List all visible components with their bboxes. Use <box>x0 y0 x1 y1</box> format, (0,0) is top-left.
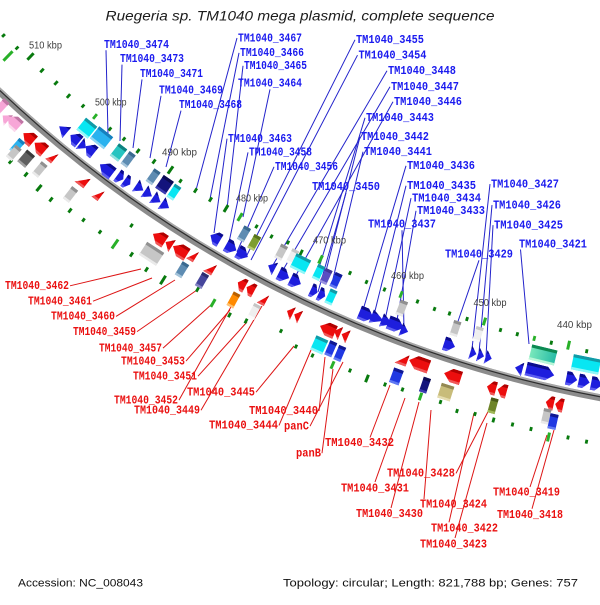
svg-text:TM1040_3431: TM1040_3431 <box>341 483 409 496</box>
svg-text:Topology: circular; Length: 82: Topology: circular; Length: 821,788 bp; … <box>283 578 578 590</box>
svg-text:TM1040_3430: TM1040_3430 <box>356 508 423 521</box>
svg-text:TM1040_3468: TM1040_3468 <box>179 99 242 112</box>
svg-text:Ruegeria sp. TM1040 mega plasm: Ruegeria sp. TM1040 mega plasmid, comple… <box>106 9 495 24</box>
svg-text:TM1040_3429: TM1040_3429 <box>445 248 513 261</box>
svg-text:TM1040_3456: TM1040_3456 <box>275 161 338 174</box>
svg-text:500 kbp: 500 kbp <box>95 98 127 109</box>
svg-text:TM1040_3457: TM1040_3457 <box>99 342 162 355</box>
svg-text:460 kbp: 460 kbp <box>391 271 425 282</box>
svg-text:TM1040_3434: TM1040_3434 <box>412 192 481 205</box>
svg-text:TM1040_3450: TM1040_3450 <box>312 181 380 194</box>
svg-text:TM1040_3418: TM1040_3418 <box>497 509 563 522</box>
svg-text:TM1040_3425: TM1040_3425 <box>494 219 563 232</box>
svg-text:440 kbp: 440 kbp <box>557 320 593 331</box>
svg-text:TM1040_3467: TM1040_3467 <box>238 32 302 45</box>
svg-text:TM1040_3443: TM1040_3443 <box>366 112 434 125</box>
svg-text:470 kbp: 470 kbp <box>313 236 347 247</box>
svg-text:510 kbp: 510 kbp <box>29 41 63 52</box>
svg-text:TM1040_3419: TM1040_3419 <box>493 487 560 500</box>
svg-text:TM1040_3444: TM1040_3444 <box>209 420 278 433</box>
svg-text:TM1040_3473: TM1040_3473 <box>120 53 184 66</box>
svg-text:TM1040_3454: TM1040_3454 <box>359 50 427 63</box>
svg-text:TM1040_3458: TM1040_3458 <box>249 147 312 160</box>
svg-text:TM1040_3424: TM1040_3424 <box>420 499 487 512</box>
svg-text:Accession: NC_008043: Accession: NC_008043 <box>18 578 143 590</box>
svg-text:TM1040_3445: TM1040_3445 <box>187 387 255 400</box>
svg-text:TM1040_3426: TM1040_3426 <box>493 199 561 212</box>
svg-text:TM1040_3446: TM1040_3446 <box>394 96 462 109</box>
svg-text:TM1040_3461: TM1040_3461 <box>28 296 92 309</box>
svg-text:450 kbp: 450 kbp <box>474 298 508 309</box>
svg-text:TM1040_3442: TM1040_3442 <box>361 131 429 144</box>
svg-text:TM1040_3453: TM1040_3453 <box>121 355 185 368</box>
svg-text:TM1040_3436: TM1040_3436 <box>407 160 475 173</box>
svg-text:panC: panC <box>284 421 309 434</box>
svg-text:TM1040_3437: TM1040_3437 <box>368 218 436 231</box>
svg-text:TM1040_3433: TM1040_3433 <box>417 205 485 218</box>
svg-text:TM1040_3432: TM1040_3432 <box>325 437 394 450</box>
svg-text:TM1040_3421: TM1040_3421 <box>519 238 587 251</box>
svg-text:TM1040_3460: TM1040_3460 <box>51 311 115 324</box>
svg-text:480 kbp: 480 kbp <box>236 194 268 205</box>
svg-text:TM1040_3455: TM1040_3455 <box>356 34 424 47</box>
svg-text:TM1040_3447: TM1040_3447 <box>391 81 459 94</box>
svg-text:TM1040_3466: TM1040_3466 <box>240 47 304 60</box>
svg-text:TM1040_3448: TM1040_3448 <box>388 65 456 78</box>
svg-text:TM1040_3474: TM1040_3474 <box>104 39 169 52</box>
svg-text:TM1040_3462: TM1040_3462 <box>5 280 69 293</box>
svg-text:TM1040_3452: TM1040_3452 <box>114 394 178 407</box>
svg-text:490 kbp: 490 kbp <box>162 148 198 159</box>
svg-text:TM1040_3463: TM1040_3463 <box>228 133 292 146</box>
svg-text:TM1040_3428: TM1040_3428 <box>387 468 455 481</box>
svg-text:TM1040_3465: TM1040_3465 <box>244 60 307 73</box>
svg-text:TM1040_3422: TM1040_3422 <box>431 523 498 536</box>
svg-text:TM1040_3449: TM1040_3449 <box>134 405 200 418</box>
svg-text:TM1040_3423: TM1040_3423 <box>420 538 487 551</box>
svg-text:TM1040_3435: TM1040_3435 <box>407 180 476 193</box>
svg-text:TM1040_3441: TM1040_3441 <box>364 146 432 159</box>
svg-text:TM1040_3464: TM1040_3464 <box>238 77 302 90</box>
svg-text:TM1040_3440: TM1040_3440 <box>249 405 318 418</box>
svg-text:TM1040_3451: TM1040_3451 <box>133 371 197 384</box>
svg-text:TM1040_3459: TM1040_3459 <box>73 326 136 339</box>
svg-text:TM1040_3471: TM1040_3471 <box>140 68 203 81</box>
svg-text:TM1040_3469: TM1040_3469 <box>159 84 223 97</box>
svg-text:panB: panB <box>296 448 321 461</box>
svg-text:TM1040_3427: TM1040_3427 <box>491 178 559 191</box>
